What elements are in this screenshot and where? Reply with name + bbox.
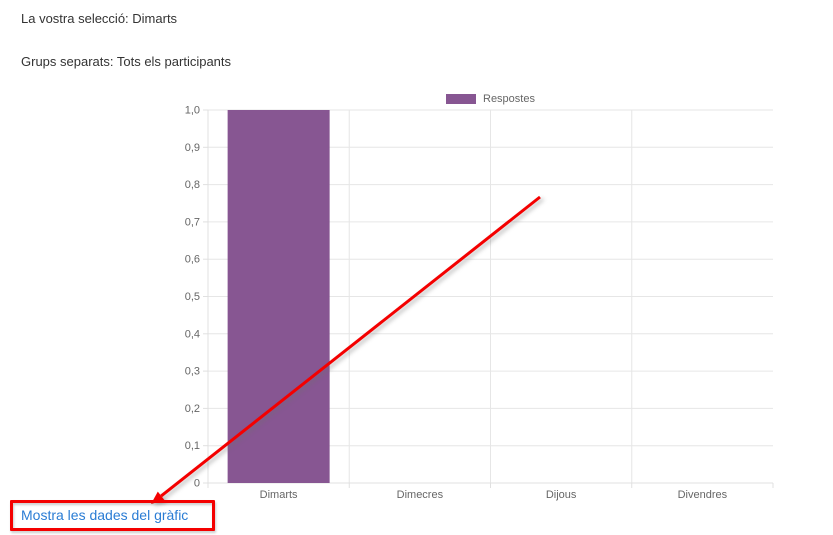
y-tick-label: 1,0: [185, 105, 200, 117]
y-tick-label: 0,2: [185, 403, 200, 415]
selection-text: La vostra selecció: Dimarts: [21, 11, 178, 26]
highlight-box: [10, 500, 215, 531]
x-tick-label-divendres: Divendres: [678, 489, 728, 501]
x-tick-label-dimarts: Dimarts: [260, 489, 298, 501]
y-tick-label: 0,8: [185, 179, 200, 191]
y-tick-label: 0: [194, 478, 200, 490]
y-tick-label: 0,4: [185, 328, 200, 340]
bar-dimarts[interactable]: [227, 110, 330, 483]
groups-text: Grups separats: Tots els participants: [21, 54, 232, 69]
chart-legend[interactable]: Respostes: [208, 93, 773, 105]
x-tick-label-dimecres: Dimecres: [397, 489, 444, 501]
legend-label: Respostes: [483, 92, 535, 105]
y-tick-label: 0,1: [185, 440, 200, 452]
y-tick-label: 0,6: [185, 254, 200, 266]
x-tick-label-dijous: Dijous: [546, 489, 577, 501]
show-chart-data-link[interactable]: Mostra les dades del gràfic: [21, 507, 189, 523]
y-tick-label: 0,9: [185, 142, 200, 154]
y-tick-label: 0,3: [185, 366, 200, 378]
y-tick-label: 0,7: [185, 216, 200, 228]
y-tick-label: 0,5: [185, 291, 200, 303]
legend-swatch: [446, 94, 476, 104]
